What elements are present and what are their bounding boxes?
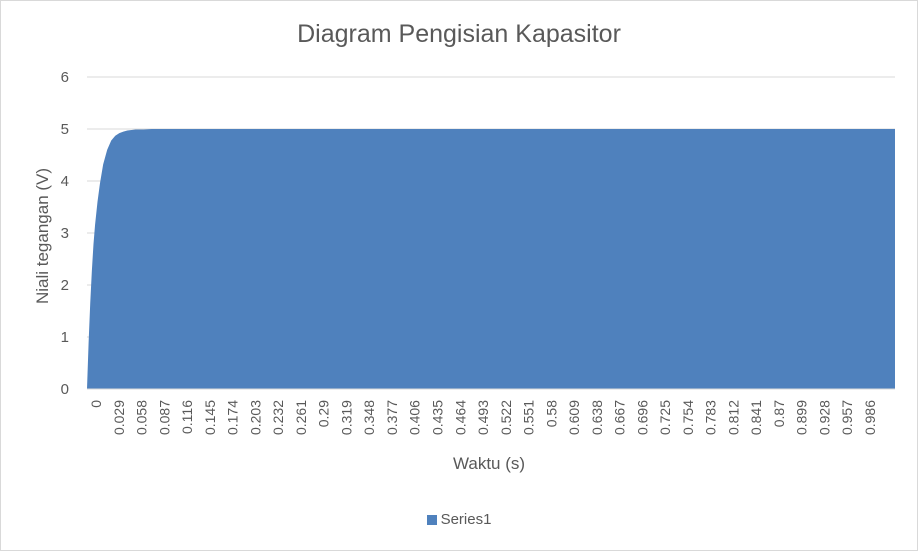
x-tick-label: 0.87 [771,400,787,427]
x-tick-label: 0.029 [111,400,127,435]
x-tick-label: 0.667 [612,400,628,435]
x-tick-label: 0.522 [498,400,514,435]
x-tick-label: 0.435 [429,400,445,435]
legend-swatch-series1 [426,514,437,525]
x-tick-label: 0 [88,400,104,408]
x-tick-label: 0.696 [634,400,650,435]
x-tick-label: 0.638 [589,400,605,435]
x-tick-label: 0.464 [452,400,468,435]
x-tick-label: 0.29 [316,400,332,427]
x-tick-label: 0.174 [225,400,241,435]
y-tick-label: 5 [61,121,69,138]
x-tick-label: 0.754 [680,400,696,435]
x-tick-label: 0.406 [407,400,423,435]
x-tick-label: 0.841 [748,400,764,435]
x-tick-label: 0.203 [247,400,263,435]
y-tick-label: 0 [61,381,69,398]
x-tick-label: 0.087 [156,400,172,435]
x-tick-label: 0.232 [270,400,286,435]
x-tick-label: 0.986 [862,400,878,435]
x-tick-label: 0.899 [794,400,810,435]
x-tick-label: 0.957 [839,400,855,435]
y-tick-label: 6 [61,69,69,86]
x-tick-label: 0.928 [816,400,832,435]
x-tick-label: 0.609 [566,400,582,435]
x-tick-label: 0.319 [338,400,354,435]
x-tick-label: 0.377 [384,400,400,435]
y-tick-label: 2 [61,277,69,294]
area-series-1[interactable] [87,129,895,389]
x-tick-label: 0.058 [134,400,150,435]
chart-title: Diagram Pengisian Kapasitor [297,20,621,48]
x-axis-title: Waktu (s) [452,454,526,473]
x-tick-label: 0.261 [293,400,309,435]
y-tick-label: 4 [61,173,69,190]
x-tick-label: 0.348 [361,400,377,435]
x-tick-label: 0.58 [543,400,559,427]
x-tick-label: 0.812 [725,400,741,435]
legend[interactable]: Series1 [0,511,918,528]
x-tick-label: 0.145 [202,400,218,435]
x-tick-label: 0.116 [179,400,195,434]
x-tick-label: 0.493 [475,400,491,435]
x-tick-label: 0.783 [703,400,719,435]
x-tick-label: 0.725 [657,400,673,435]
y-tick-label: 3 [61,225,69,242]
legend-label-series1: Series1 [440,511,492,528]
x-tick-label: 0.551 [521,400,537,435]
y-tick-label: 1 [61,329,69,346]
